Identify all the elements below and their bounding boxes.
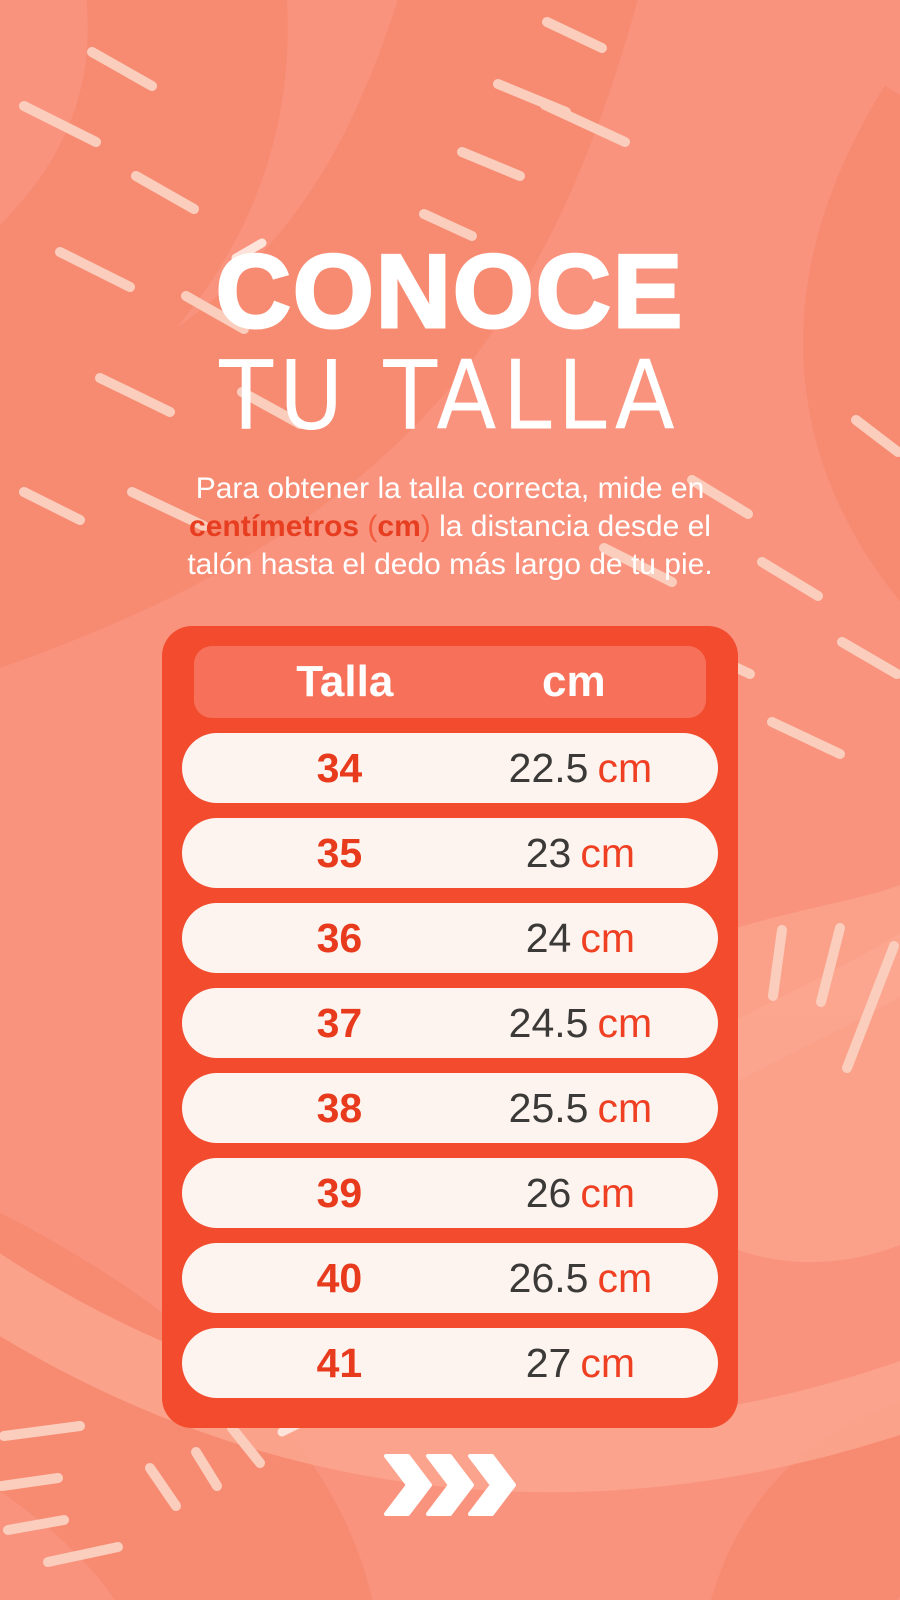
table-row: 34 22.5 cm — [182, 733, 718, 803]
value-cell: 24 cm — [477, 915, 718, 962]
size-cell: 36 — [316, 914, 363, 961]
value-number: 22.5 — [508, 744, 589, 791]
value-number: 26 — [525, 1169, 572, 1216]
intro-paragraph: Para obtener la talla correcta, mide en c… — [110, 470, 790, 584]
value-cell: 24.5 cm — [477, 1000, 718, 1047]
value-unit: cm — [580, 1339, 636, 1386]
value-number: 24.5 — [508, 999, 589, 1046]
page-title: CONOCE — [214, 234, 685, 350]
value-cell: 23 cm — [477, 830, 718, 877]
intro-paren-close: ) — [420, 510, 440, 544]
intro-line3: talón hasta el dedo más largo de tu pie. — [187, 548, 713, 582]
table-row: 36 24 cm — [182, 903, 718, 973]
value-cell: 26 cm — [477, 1170, 718, 1217]
header-col-cm: cm — [541, 657, 606, 706]
table-row: 41 27 cm — [182, 1328, 718, 1398]
value-number: 27 — [525, 1339, 572, 1386]
value-number: 23 — [525, 829, 572, 876]
value-cell: 25.5 cm — [477, 1085, 718, 1132]
size-table-header: Talla cm — [194, 646, 706, 718]
intro-paren-open: ( — [359, 510, 378, 544]
value-unit: cm — [597, 744, 653, 791]
value-cell: 22.5 cm — [477, 745, 718, 792]
table-row: 39 26 cm — [182, 1158, 718, 1228]
intro-line1: Para obtener la talla correcta, mide en — [195, 472, 705, 505]
size-cell: 40 — [316, 1254, 363, 1301]
size-cell: 39 — [316, 1169, 363, 1216]
table-row: 35 23 cm — [182, 818, 718, 888]
size-cell: 38 — [316, 1084, 363, 1131]
value-cell: 26.5 cm — [477, 1255, 718, 1302]
value-number: 25.5 — [508, 1084, 589, 1131]
triple-chevron-right-icon — [384, 1454, 516, 1516]
table-row: 38 25.5 cm — [182, 1073, 718, 1143]
value-number: 24 — [525, 914, 572, 961]
value-number: 26.5 — [508, 1254, 589, 1301]
size-cell: 41 — [316, 1339, 363, 1386]
value-unit: cm — [580, 914, 636, 961]
value-unit: cm — [580, 1169, 636, 1216]
value-cell: 27 cm — [477, 1340, 718, 1387]
intro-line2-rest: la distancia desde el — [439, 510, 711, 544]
table-row: 37 24.5 cm — [182, 988, 718, 1058]
header-col-talla: Talla — [296, 657, 394, 706]
intro-accent-word: centímetros — [189, 510, 360, 544]
value-unit: cm — [580, 829, 636, 876]
size-cell: 35 — [316, 829, 363, 876]
size-cell: 34 — [316, 744, 363, 791]
table-row: 40 26.5 cm — [182, 1243, 718, 1313]
size-table: Talla cm 34 22.5 cm 35 23 cm 36 24 cm 37 24… — [162, 626, 738, 1428]
intro-accent-unit: cm — [377, 510, 421, 544]
value-unit: cm — [597, 1084, 653, 1131]
size-cell: 37 — [316, 999, 363, 1046]
value-unit: cm — [597, 999, 653, 1046]
page-subtitle: TU TALLA — [219, 339, 681, 452]
value-unit: cm — [597, 1254, 653, 1301]
